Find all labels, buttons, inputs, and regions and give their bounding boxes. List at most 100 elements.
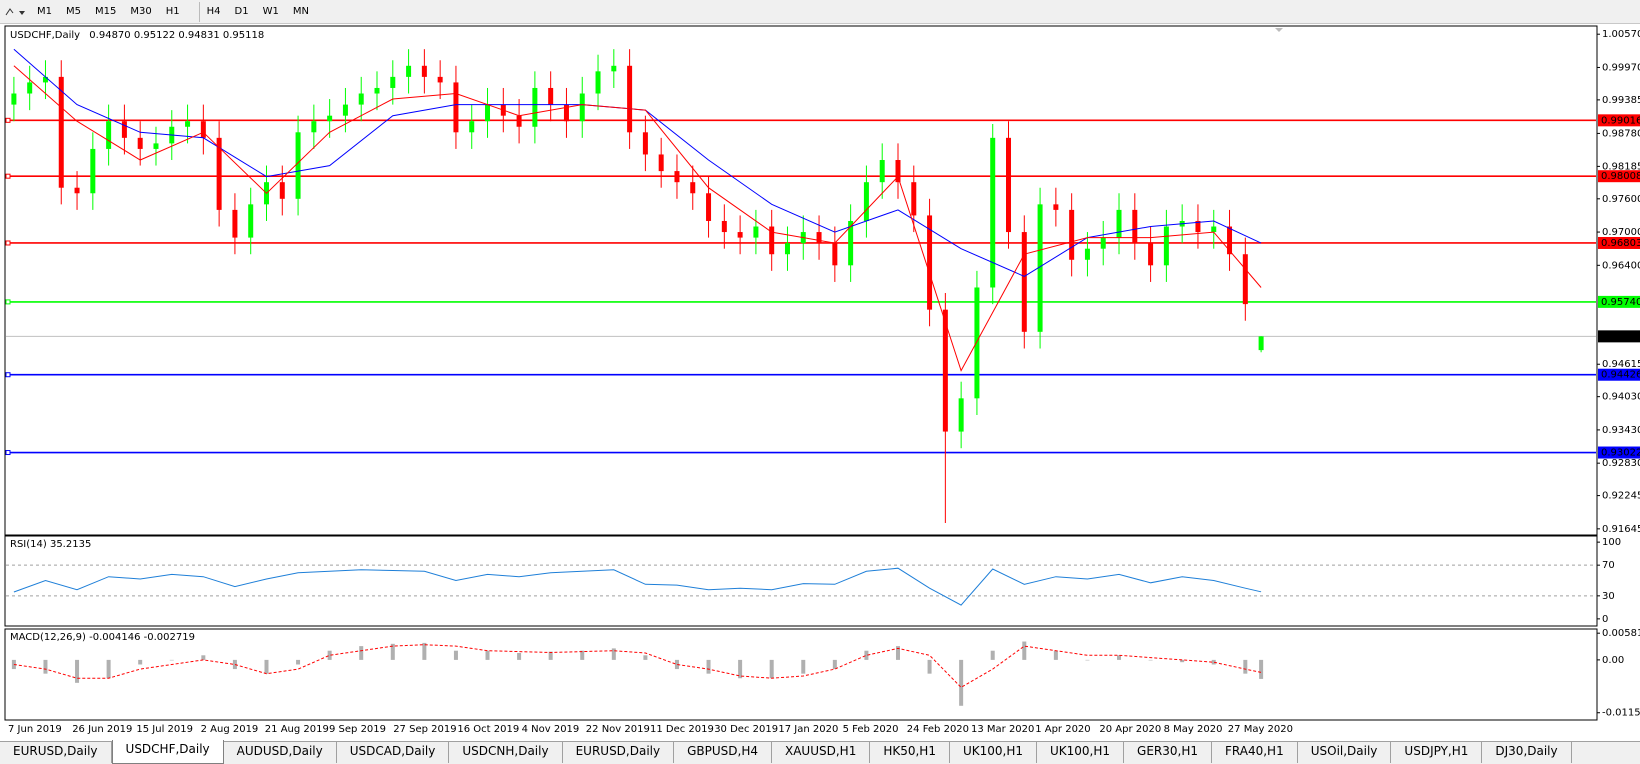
x-tick-label: 27 Sep 2019	[393, 724, 456, 735]
chart-tab[interactable]: FRA40,H1	[1212, 742, 1298, 763]
y-tick-label: 0.99970	[1602, 62, 1640, 73]
candle-body	[1227, 226, 1233, 255]
level-label: 0.94426	[1601, 370, 1640, 381]
macd-bar	[769, 659, 774, 679]
candle-body	[232, 209, 238, 238]
macd-bar	[485, 650, 490, 660]
macd-bar	[706, 659, 711, 674]
y-tick-label: 0.91645	[1602, 524, 1640, 535]
chart-tab[interactable]: UK100,H1	[950, 742, 1037, 763]
macd-bar	[390, 643, 395, 660]
main-title: USDCHF,Daily 0.94870 0.95122 0.94831 0.9…	[10, 30, 264, 41]
chart-tab[interactable]: USDCHF,Daily	[111, 740, 224, 764]
timeframe-button[interactable]: M15	[95, 5, 117, 17]
candle-body	[1132, 209, 1138, 244]
level-label: 0.95740	[1601, 297, 1640, 308]
level-label: 0.98008	[1601, 171, 1640, 182]
candle-body	[816, 232, 822, 244]
timeframe-button[interactable]: M5	[66, 5, 81, 17]
macd-bar	[43, 659, 48, 674]
level-anchor	[5, 299, 11, 305]
candle-body	[358, 93, 364, 105]
x-tick-label: 8 May 2020	[1164, 724, 1223, 735]
candle-body	[1258, 336, 1264, 351]
chart-tab[interactable]: GER30,H1	[1124, 742, 1212, 763]
candle-body	[958, 398, 964, 432]
chart-tab[interactable]: GBPUSD,H4	[674, 742, 772, 763]
macd-bar	[1259, 659, 1264, 679]
x-tick-label: 13 Mar 2020	[971, 724, 1034, 735]
candle-body	[437, 76, 443, 83]
candle-body	[1069, 209, 1075, 260]
chart-tab[interactable]: USOil,Daily	[1298, 742, 1392, 763]
candle-body	[1037, 204, 1043, 332]
y-tick-label: 0.99385	[1602, 95, 1640, 106]
candle-body	[1195, 220, 1201, 233]
rsi-panel	[4, 535, 1598, 627]
candle-body	[784, 243, 790, 255]
shift-marker	[1275, 28, 1283, 32]
macd-bar	[674, 659, 679, 670]
y-tick-label: 30	[1602, 591, 1615, 602]
main-panel	[4, 25, 1598, 536]
x-tick-label: 27 May 2020	[1228, 724, 1293, 735]
level-label-box	[1598, 446, 1640, 459]
candle-body	[548, 87, 554, 105]
candle-body	[58, 76, 64, 188]
timeframe-button[interactable]: W1	[262, 5, 279, 17]
x-tick-label: 16 Oct 2019	[457, 724, 519, 735]
chart-tab[interactable]: USDCAD,Daily	[337, 742, 450, 763]
candle-body	[279, 182, 285, 199]
macd-bar	[1053, 650, 1058, 660]
timeframe-button[interactable]: D1	[234, 5, 249, 17]
level-label-box	[1598, 295, 1640, 308]
chart-tab[interactable]: USDCNH,Daily	[449, 742, 563, 763]
candle-body	[1163, 226, 1169, 266]
timeframe-button[interactable]: MN	[292, 5, 309, 17]
chart-tab[interactable]: AUDUSD,Daily	[224, 742, 337, 763]
x-tick-label: 26 Jun 2019	[72, 724, 132, 735]
chart-tab[interactable]: HK50,H1	[870, 742, 950, 763]
timeframe-button[interactable]: H1	[165, 5, 180, 17]
candle-body	[579, 93, 585, 122]
candle-body	[942, 309, 948, 432]
macd-bar	[864, 650, 869, 660]
macd-bar	[264, 659, 269, 674]
y-tick-label: 0.98780	[1602, 128, 1640, 139]
macd-bar	[801, 659, 806, 674]
chart-tab[interactable]: DJ30,Daily	[1482, 742, 1572, 763]
candle-body	[42, 76, 48, 83]
macd-bar	[927, 659, 932, 674]
candle-body	[200, 121, 206, 138]
candle-body	[1006, 137, 1012, 233]
y-tick-label: 0.94030	[1602, 392, 1640, 403]
y-tick-label: 0.92830	[1602, 458, 1640, 469]
timeframe-button[interactable]: H4	[198, 1, 228, 22]
candle-body	[1084, 248, 1090, 260]
candle-body	[121, 121, 127, 138]
level-label-box	[1598, 170, 1640, 183]
x-tick-label: 2 Aug 2019	[201, 724, 259, 735]
level-anchor	[5, 117, 11, 123]
timeframe-button[interactable]: M30	[130, 5, 152, 17]
macd-bar	[327, 650, 332, 660]
chart-tab[interactable]: EURUSD,Daily	[563, 742, 675, 763]
candle-body	[342, 104, 348, 116]
candle-body	[390, 76, 396, 88]
timeframe-button[interactable]: M1	[37, 5, 52, 17]
level-label: 0.93022	[1601, 448, 1640, 459]
level-label-box	[1598, 114, 1640, 127]
chart-tab[interactable]: EURUSD,Daily	[0, 742, 112, 763]
price-label-box	[1598, 330, 1640, 343]
rsi-line	[13, 567, 1262, 606]
candle-body	[1148, 243, 1154, 266]
chart-tab[interactable]: UK100,H1	[1037, 742, 1125, 763]
chart-tab[interactable]: USDJPY,H1	[1391, 742, 1483, 763]
candle-body	[563, 104, 569, 122]
chart-tab[interactable]: XAUUSD,H1	[772, 742, 871, 763]
candle-body	[469, 121, 475, 133]
candle-body	[848, 220, 854, 266]
candle-body	[627, 65, 633, 133]
macd-bar	[895, 646, 900, 660]
timeframe-toolbar: M1 M5 M15 M30 H1 H4 D1 W1 MN	[0, 0, 1640, 24]
